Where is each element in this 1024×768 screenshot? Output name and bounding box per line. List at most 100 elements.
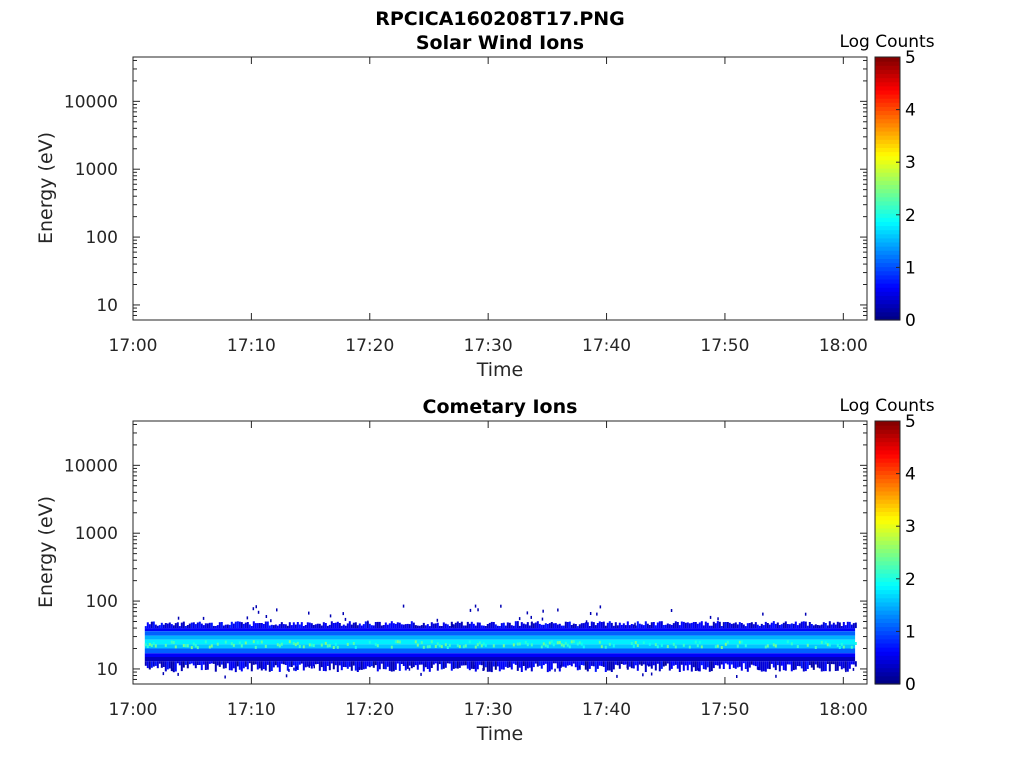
heatmap-cell (398, 640, 401, 644)
heatmap-cell (384, 661, 387, 670)
heatmap-cell (464, 644, 467, 648)
y-axis-label: Energy (eV) (35, 496, 57, 608)
heatmap-cell (508, 661, 511, 668)
heatmap-cell (560, 661, 563, 667)
heatmap-cell (456, 621, 459, 628)
heatmap-cell (520, 661, 523, 672)
heatmap-cell (266, 621, 269, 628)
heatmap-cell (226, 661, 229, 664)
heatmap-cell (482, 642, 485, 646)
heatmap-cell (460, 661, 463, 666)
heatmap-cell (674, 661, 677, 665)
heatmap-cell (798, 623, 801, 629)
heatmap-cell (576, 626, 579, 629)
heatmap-cell (562, 644, 565, 648)
heatmap-cell (402, 661, 405, 666)
heatmap-cell (400, 624, 403, 629)
heatmap-cell (674, 621, 677, 629)
heatmap-cell (270, 624, 273, 629)
heatmap-cell (450, 621, 453, 628)
heatmap-cell (336, 661, 339, 672)
heatmap-cell (812, 625, 815, 629)
colorbar-swatch (875, 143, 900, 149)
heatmap-outlier (177, 616, 180, 620)
heatmap-cell (690, 661, 693, 672)
heatmap-outlier (367, 620, 369, 624)
heatmap-cell (288, 640, 291, 644)
heatmap-cell (636, 644, 639, 647)
colorbar-tick-label: 1 (905, 258, 916, 278)
heatmap-outlier (344, 617, 347, 621)
heatmap-cell (676, 622, 679, 629)
colorbar-tick-label: 3 (905, 153, 916, 173)
heatmap-cell (294, 624, 297, 629)
heatmap-cell (838, 661, 841, 667)
heatmap-cell (818, 661, 821, 669)
colorbar-swatch (875, 433, 900, 439)
heatmap-cell (480, 661, 483, 666)
heatmap-cell (732, 661, 735, 668)
heatmap-cell (378, 621, 381, 629)
heatmap-cell (834, 661, 837, 671)
heatmap-cell (146, 622, 149, 629)
heatmap-cell (232, 661, 235, 669)
heatmap-cell (572, 623, 575, 629)
heatmap-cell (280, 622, 283, 629)
heatmap-cell (740, 623, 743, 629)
heatmap-cell (406, 623, 409, 629)
heatmap-cell (652, 661, 655, 666)
heatmap-cell (436, 622, 439, 628)
heatmap-cell (450, 661, 453, 671)
heatmap-cell (790, 642, 793, 646)
heatmap-cell (680, 661, 683, 665)
heatmap-cell (468, 661, 471, 671)
heatmap-cell (214, 626, 217, 628)
heatmap-cell (634, 661, 637, 666)
heatmap-outlier (257, 610, 260, 614)
heatmap-cell (540, 645, 543, 649)
heatmap-cell (472, 623, 475, 628)
heatmap-cell (632, 644, 635, 648)
x-tick-label: 17:40 (582, 700, 631, 720)
heatmap-cell (224, 624, 227, 629)
heatmap-cell (582, 645, 585, 649)
heatmap-cell (620, 661, 623, 664)
heatmap-cell (434, 623, 437, 628)
heatmap-cell (228, 624, 231, 629)
heatmap-cell (366, 621, 369, 628)
heatmap-cell (288, 661, 291, 667)
heatmap-cell (792, 623, 795, 629)
heatmap-cell (248, 661, 251, 664)
colorbar-swatch (875, 429, 900, 434)
y-tick-label: 10000 (64, 92, 118, 112)
heatmap-cell (572, 640, 575, 644)
x-tick-label: 17:20 (345, 336, 394, 356)
heatmap-cell (526, 622, 529, 629)
heatmap-cell (568, 645, 571, 649)
heatmap-cell (698, 622, 701, 629)
heatmap-cell (282, 661, 285, 665)
colorbar-swatch (875, 93, 900, 99)
heatmap-cell (726, 640, 729, 644)
heatmap-cell (762, 661, 765, 672)
heatmap-cell (798, 661, 801, 667)
heatmap-cell (224, 661, 227, 669)
heatmap-cell (150, 644, 153, 647)
heatmap-cell (424, 661, 427, 668)
x-tick-label: 17:50 (700, 700, 749, 720)
heatmap-cell (230, 661, 233, 671)
heatmap-cell (246, 622, 249, 629)
heatmap-cell (418, 625, 421, 629)
heatmap-cell (242, 623, 245, 629)
heatmap-cell (564, 641, 567, 645)
heatmap-cell (738, 622, 741, 629)
heatmap-cell (698, 640, 701, 644)
heatmap-cell (240, 622, 243, 629)
heatmap-cell (360, 625, 363, 629)
heatmap-cell (160, 661, 163, 668)
heatmap-cell (258, 623, 261, 629)
tick-marks: 17:00 17:10 17:20 17:30 17:40 17:50 18:00 10 100… (64, 57, 868, 356)
heatmap-cell (800, 621, 803, 628)
heatmap-band (144, 628, 856, 632)
heatmap-cell (508, 622, 511, 629)
